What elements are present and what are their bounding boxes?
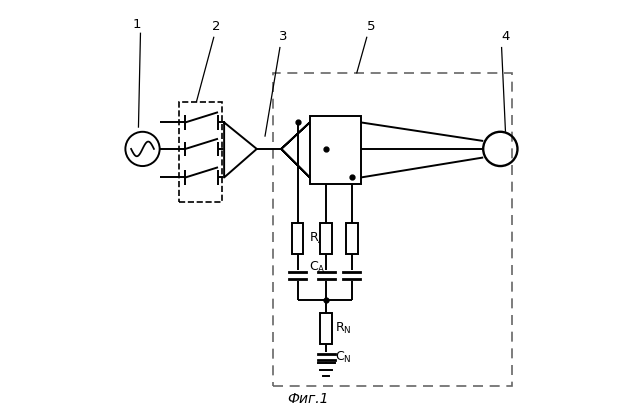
Polygon shape — [281, 122, 310, 149]
Bar — [310, 116, 361, 184]
Polygon shape — [224, 122, 257, 177]
Text: C$_\mathsf{N}$: C$_\mathsf{N}$ — [335, 349, 351, 365]
Text: C$_\mathsf{A}$: C$_\mathsf{A}$ — [308, 259, 325, 275]
Text: 3: 3 — [279, 30, 287, 43]
Bar — [346, 224, 358, 254]
Polygon shape — [281, 149, 310, 177]
Text: 4: 4 — [502, 30, 510, 43]
Bar — [179, 102, 222, 202]
Text: R$_\mathsf{A}$: R$_\mathsf{A}$ — [308, 231, 325, 246]
Text: 2: 2 — [212, 20, 220, 33]
Text: R$_\mathsf{N}$: R$_\mathsf{N}$ — [335, 321, 351, 336]
Bar — [292, 224, 303, 254]
Bar — [321, 313, 332, 344]
Bar — [273, 73, 512, 386]
Text: 5: 5 — [367, 20, 375, 33]
Text: 1: 1 — [132, 18, 141, 31]
Bar — [321, 224, 332, 254]
Text: Фиг.1: Фиг.1 — [287, 392, 328, 406]
